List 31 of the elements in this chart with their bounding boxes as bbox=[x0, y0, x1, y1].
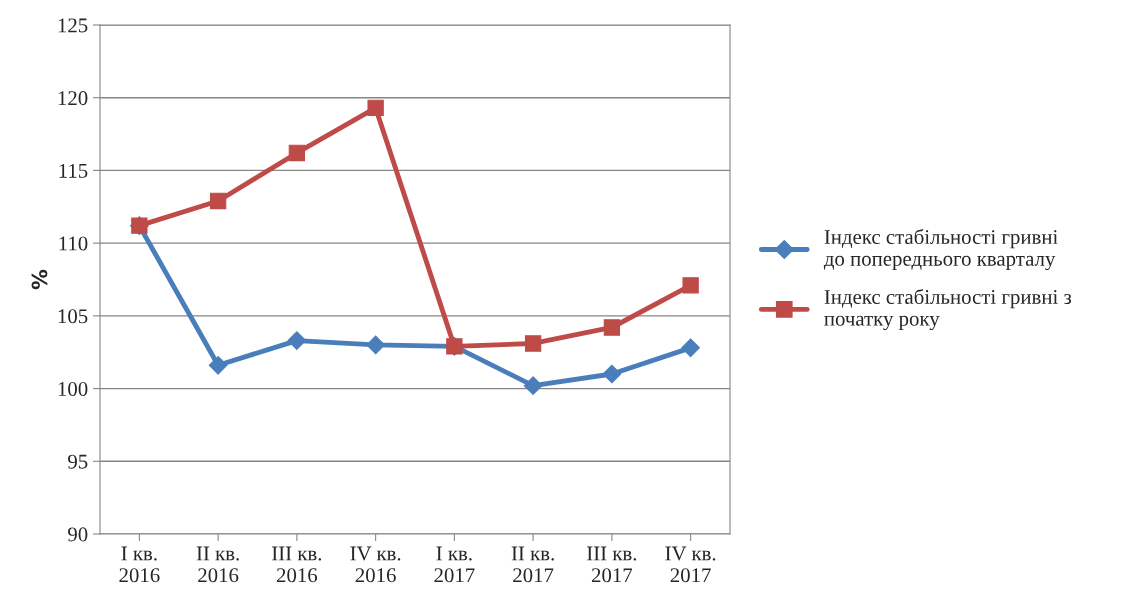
x-tick-label: I кв. 2016 bbox=[119, 546, 160, 583]
y-tick-label: 125 bbox=[58, 18, 88, 33]
point bbox=[366, 335, 385, 355]
point bbox=[603, 319, 621, 336]
legend-label: Індекс стабільності гривні до попереднього кварталу bbox=[823, 228, 1058, 271]
point bbox=[209, 192, 227, 210]
point bbox=[288, 144, 306, 162]
point bbox=[524, 335, 542, 352]
x-tick-label: I кв. 2017 bbox=[434, 546, 475, 583]
point bbox=[682, 277, 699, 294]
point bbox=[681, 338, 700, 358]
x-tick-label: III кв. 2017 bbox=[587, 546, 637, 583]
y-tick-label: 110 bbox=[59, 236, 88, 251]
y-tick-label: 115 bbox=[59, 163, 88, 178]
point bbox=[367, 99, 384, 117]
x-tick-label: IV кв. 2016 bbox=[350, 546, 401, 583]
y-tick-label: 105 bbox=[58, 309, 88, 324]
y-tick-label: 95 bbox=[68, 454, 88, 469]
point bbox=[287, 331, 307, 350]
legend-label: Індекс стабільності гривні з початку року bbox=[824, 288, 1072, 331]
x-tick-label: III кв. 2016 bbox=[272, 546, 322, 583]
y-axis-title: % bbox=[31, 269, 48, 290]
point bbox=[602, 364, 622, 384]
y-tick-label: 100 bbox=[58, 381, 88, 396]
point bbox=[523, 376, 543, 396]
y-tick-label: 120 bbox=[58, 91, 88, 106]
x-tick-label: II кв. 2016 bbox=[196, 546, 239, 583]
x-tick-label: II кв. 2017 bbox=[511, 546, 554, 583]
point bbox=[208, 355, 228, 375]
x-tick-label: IV кв. 2017 bbox=[665, 546, 716, 583]
y-tick-label: 90 bbox=[68, 527, 88, 542]
